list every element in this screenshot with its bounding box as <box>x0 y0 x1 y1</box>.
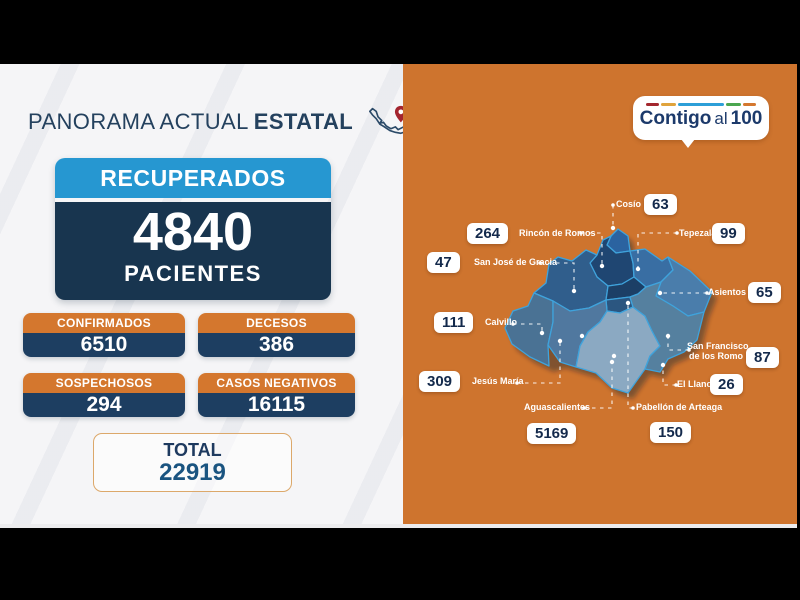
map-badge-tepezala: 99 <box>712 223 745 244</box>
map-label-line2: de los Romo <box>688 351 743 361</box>
stat-value: 16115 <box>198 393 355 417</box>
map-badge-cosio: 63 <box>644 194 677 215</box>
stat-value: 386 <box>198 333 355 357</box>
logo-text-light: al <box>714 109 728 128</box>
map-label-line1: San Francisco <box>687 341 749 351</box>
map-badge-el-llano: 26 <box>710 374 743 395</box>
map-panel: Contigo al 100 Cosío 63 264 Rincón de Romo… <box>403 64 797 524</box>
stat-label: CONFIRMADOS <box>23 313 185 333</box>
total-card: TOTAL 22919 <box>93 433 292 492</box>
contigo-al-100-logo: Contigo al 100 <box>633 96 769 148</box>
aguascalientes-municipal-map <box>504 203 717 410</box>
map-badge-san-francisco-de-los-romo: 87 <box>746 347 779 368</box>
map-label-rincon-de-romos: Rincón de Romos <box>519 228 596 238</box>
recovered-card: RECUPERADOS 4840 PACIENTES <box>55 158 331 300</box>
map-label-el-llano: El Llano <box>677 379 713 389</box>
stat-label: DECESOS <box>198 313 355 333</box>
connector-san-jose-de-gracia <box>540 262 575 291</box>
map-label-aguascalientes: Aguascalientes <box>524 402 591 412</box>
connector-dots <box>511 203 709 410</box>
connector-el-llano <box>662 365 676 386</box>
map-region-calvillo <box>504 292 554 367</box>
logo-speech-tail <box>681 139 695 148</box>
map-badge-san-jose-de-gracia: 47 <box>427 252 460 273</box>
map-label-pabellon-de-arteaga: Pabellón de Arteaga <box>636 402 723 412</box>
map-label-cosio: Cosío <box>616 199 642 209</box>
slide-frame: PANORAMA ACTUAL ESTATAL RECUPERADOS 4840 … <box>0 64 797 528</box>
map-label-calvillo: Calvillo <box>485 317 518 327</box>
map-label-san-francisco-de-los-romo: San Francisco de los Romo <box>687 341 749 361</box>
recovered-unit: PACIENTES <box>124 261 262 286</box>
stat-card-decesos: DECESOS 386 <box>198 313 355 357</box>
page-title-regular: PANORAMA ACTUAL <box>28 109 249 134</box>
map-label-san-jose-de-gracia: San José de Gracia <box>474 257 558 267</box>
stat-card-confirmados: CONFIRMADOS 6510 <box>23 313 185 357</box>
logo-text-bold2: 100 <box>730 108 763 129</box>
map-badge-aguascalientes: 5169 <box>527 423 577 444</box>
stat-card-sospechosos: SOSPECHOSOS 294 <box>23 373 185 417</box>
map-label-jesus-maria: Jesús María <box>472 376 524 386</box>
total-label: TOTAL <box>163 440 222 460</box>
page-title-bold: ESTATAL <box>253 109 354 134</box>
page-title: PANORAMA ACTUAL ESTATAL <box>28 104 410 137</box>
logo-text-bold1: Contigo <box>639 108 712 129</box>
total-value: 22919 <box>159 459 226 486</box>
map-badge-calvillo: 111 <box>434 312 474 333</box>
connector-aguascalientes <box>584 362 613 409</box>
logo-text: Contigo al 100 <box>633 108 769 130</box>
recovered-value: 4840 <box>132 202 254 262</box>
recovered-card-body: 4840 PACIENTES <box>55 202 331 300</box>
stat-value: 294 <box>23 393 185 417</box>
stats-panel: PANORAMA ACTUAL ESTATAL RECUPERADOS 4840 … <box>0 64 409 524</box>
connector-rincon-de-romos <box>581 232 603 266</box>
stat-value: 6510 <box>23 333 185 357</box>
map-badge-rincon-de-romos: 264 <box>467 223 509 244</box>
map-badge-jesus-maria: 309 <box>419 371 461 392</box>
stat-label: SOSPECHOSOS <box>23 373 185 393</box>
map-badge-pabellon-de-arteaga: 150 <box>650 422 692 443</box>
map-label-tepezala: Tepezalá <box>679 228 717 238</box>
stat-label: CASOS NEGATIVOS <box>198 373 355 393</box>
recovered-card-header: RECUPERADOS <box>55 158 331 198</box>
stat-card-casos-negativos: CASOS NEGATIVOS 16115 <box>198 373 355 417</box>
map-badge-asientos: 65 <box>748 282 781 303</box>
logo-color-bars <box>633 103 769 106</box>
connector-jesus-maria <box>517 341 561 384</box>
connector-calvillo <box>513 323 543 333</box>
map-label-asientos: Asientos <box>708 287 747 297</box>
